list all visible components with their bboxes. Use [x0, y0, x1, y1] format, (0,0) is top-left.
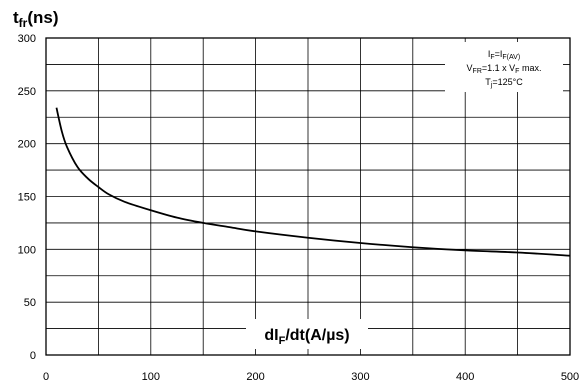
- x-axis-label: dIF/dt(A/µs): [264, 327, 349, 347]
- x-axis-label-rest: /dt(A/µs): [285, 327, 349, 344]
- series-group: [55, 107, 571, 257]
- legend-1-a-sub: FR: [473, 68, 482, 75]
- x-tick-label: 500: [561, 371, 579, 383]
- legend-line-tj: Tj=125°C: [485, 77, 523, 89]
- legend-background: [445, 42, 563, 92]
- x-axis-label-background: [246, 319, 368, 349]
- legend-line-if: IF=IF(AV): [488, 49, 520, 61]
- x-axis-label-group: dIF/dt(A/µs): [246, 319, 368, 349]
- legend-1-b: =1.1 x V: [482, 63, 515, 73]
- y-axis-label-sub: fr: [19, 16, 28, 30]
- legend-0-a-sub: F: [490, 54, 494, 61]
- y-tick-label: 150: [18, 192, 36, 204]
- x-tick-label: 100: [142, 371, 160, 383]
- y-tick-label: 200: [18, 139, 36, 151]
- x-tick-label: 300: [351, 371, 369, 383]
- legend-2-a-sub: j: [490, 82, 493, 89]
- legend-2-b: =125°C: [492, 77, 523, 87]
- series-line: [55, 107, 571, 257]
- y-tick-label: 50: [24, 297, 36, 309]
- legend-0-b: =I: [495, 49, 503, 59]
- legend-line-vfr: VFR=1.1 x VF max.: [467, 63, 542, 75]
- y-tick-label: 300: [18, 33, 36, 45]
- y-axis-label-main: t: [13, 8, 19, 27]
- grid: [46, 38, 570, 355]
- legend-1-a: V: [467, 63, 473, 73]
- x-tick-labels: 0 100 200 300 400 500: [43, 371, 579, 383]
- x-axis-label-sub: F: [279, 335, 286, 347]
- x-tick-label: 400: [456, 371, 474, 383]
- y-tick-labels: 0 50 100 150 200 250 300: [18, 33, 36, 362]
- legend-0-b-sub: F(AV): [502, 54, 520, 61]
- y-tick-label: 250: [18, 86, 36, 98]
- x-tick-label: 0: [43, 371, 49, 383]
- legend-2-a: T: [485, 77, 491, 87]
- y-tick-label: 0: [30, 350, 36, 362]
- legend-0-a: I: [488, 49, 491, 59]
- y-axis-label: tfr(ns): [13, 8, 59, 30]
- x-tick-label: 200: [246, 371, 264, 383]
- plot-frame: [45, 37, 571, 356]
- legend-1-b-sub: F: [515, 68, 519, 75]
- y-axis-label-unit: (ns): [27, 8, 58, 27]
- legend-1-c: max.: [519, 63, 541, 73]
- y-tick-label: 100: [18, 244, 36, 256]
- legend: IF=IF(AV) VFR=1.1 x VF max. Tj=125°C: [445, 42, 563, 92]
- x-axis-label-main: dI: [264, 327, 278, 344]
